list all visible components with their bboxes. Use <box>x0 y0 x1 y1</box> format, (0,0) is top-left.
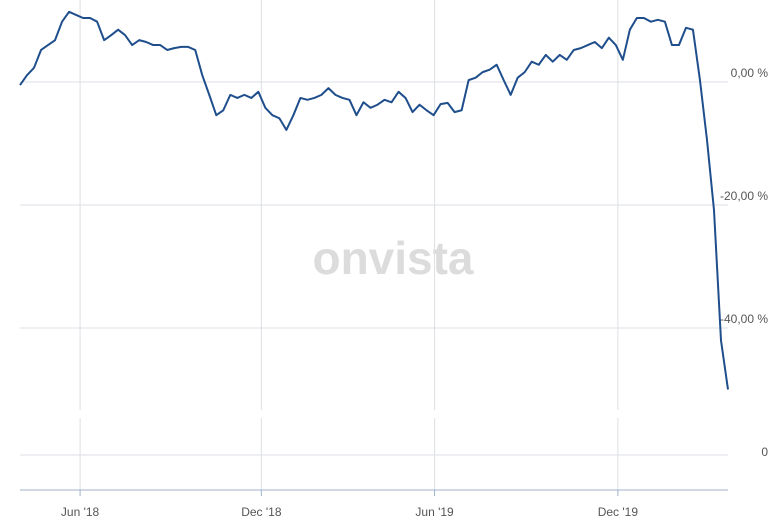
line-series <box>19 10 729 390</box>
watermark: onvista <box>312 232 473 284</box>
y-tick-label: -20,00 % <box>720 189 768 203</box>
x-tick-label: Dec '19 <box>598 505 639 519</box>
y-tick-label: -40,00 % <box>720 312 768 326</box>
x-tick-label: Dec '18 <box>241 505 282 519</box>
y-tick-label: 0 <box>761 445 768 459</box>
x-tick-label: Jun '19 <box>415 505 454 519</box>
y-tick-label: 0,00 % <box>731 66 769 80</box>
x-tick-label: Jun '18 <box>61 505 100 519</box>
